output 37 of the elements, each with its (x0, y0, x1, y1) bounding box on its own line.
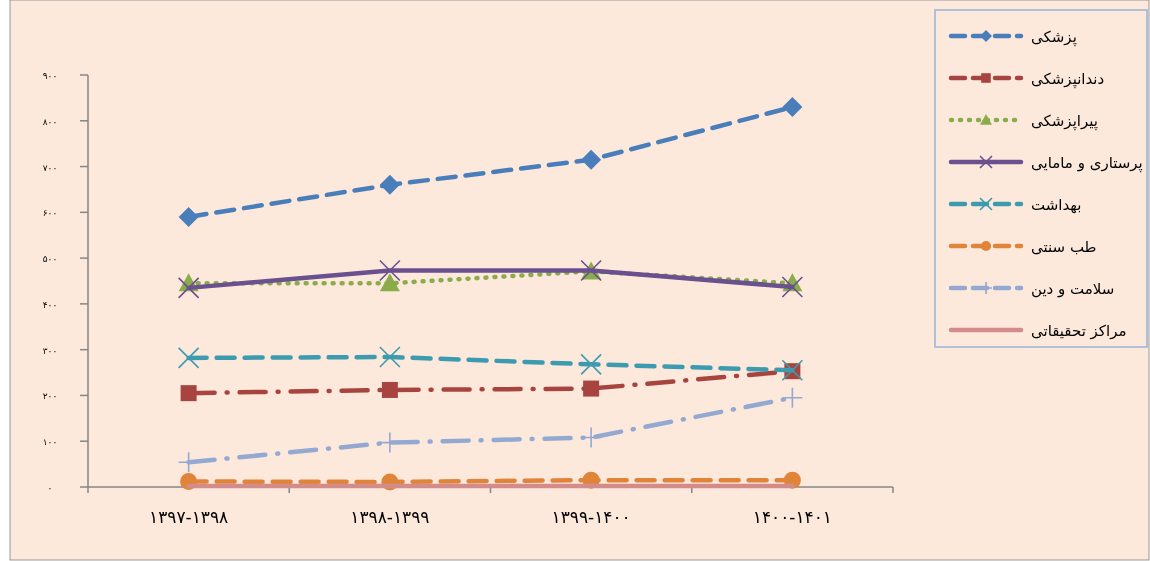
y-tick-label: ۰ (47, 483, 53, 493)
point (381, 381, 398, 398)
point (781, 386, 804, 409)
legend-label: پزشکی (1031, 28, 1077, 47)
point (379, 273, 400, 292)
x-tick-label: ۱۳۹۸-۱۳۹۹ (350, 507, 430, 527)
y-tick-label: ۱۰۰ (42, 437, 58, 448)
y-tick-label: ۶۰۰ (42, 208, 58, 219)
point (379, 174, 400, 195)
legend-label: سلامت و دین (1031, 280, 1115, 298)
legend-label: طب سنتی (1031, 238, 1097, 256)
point (583, 380, 600, 397)
y-tick-label: ۷۰۰ (42, 162, 58, 173)
point (177, 347, 200, 369)
legend-label: دندانپزشکی (1031, 70, 1105, 89)
y-tick-label: ۹۰۰ (42, 71, 58, 81)
point (581, 149, 602, 170)
point (178, 206, 199, 227)
point (781, 276, 804, 298)
point (180, 385, 197, 402)
point (580, 353, 602, 376)
x-tick-label: ۱۳۹۹-۱۴۰۰ (551, 507, 631, 527)
y-tick-label: ۸۰۰ (42, 116, 58, 127)
legend-label: پیراپزشکی (1031, 112, 1098, 131)
y-tick-label: ۲۰۰ (42, 391, 58, 402)
point (782, 97, 803, 118)
legend-label: پرستاری و مامایی (1031, 154, 1143, 173)
point (379, 259, 401, 282)
y-tick-label: ۵۰۰ (42, 254, 58, 265)
legend-label: بهداشت (1031, 196, 1082, 214)
y-tick-label: ۴۰۰ (42, 299, 58, 310)
point (379, 346, 401, 368)
legend-label: مراکز تحقیقاتی (1031, 322, 1127, 340)
point (177, 277, 200, 299)
x-tick-label: ۱۴۰۰-۱۴۰۱ (752, 507, 832, 527)
y-tick-label: ۳۰۰ (42, 345, 58, 356)
x-tick-label: ۱۳۹۷-۱۳۹۸ (149, 507, 229, 527)
